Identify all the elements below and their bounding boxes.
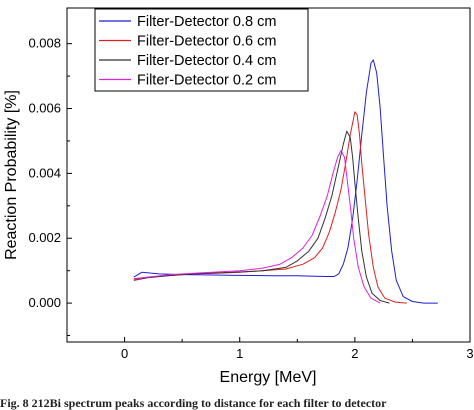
x-axis-title: Energy [MeV]: [220, 369, 317, 386]
legend-label: Filter-Detector 0.6 cm: [137, 34, 276, 50]
series-line-3: [133, 130, 390, 304]
y-tick-label: 0.002: [28, 230, 61, 245]
caption-text: 212Bi spectrum peaks according to distan…: [31, 396, 387, 410]
y-tick-label: 0.004: [28, 165, 61, 180]
x-tick-label: 3: [466, 346, 473, 361]
x-tick-label: 0: [121, 346, 128, 361]
legend-label: Filter-Detector 0.8 cm: [137, 14, 276, 30]
y-axis-ticks: 0.000 0.002 0.004 0.006 0.008: [28, 36, 72, 337]
series-layer: [133, 59, 438, 304]
legend-box: [94, 8, 309, 92]
x-tick-label: 1: [236, 346, 243, 361]
series-line-4: [133, 150, 381, 304]
x-axis-ticks: 0 1 2 3: [66, 337, 474, 361]
reaction-probability-chart: 0 1 2 3 0.000 0.002 0.004 0.006 0.008 Energy [M…: [3, 7, 474, 386]
legend-label: Filter-Detector 0.2 cm: [137, 73, 276, 89]
legend: Filter-Detector 0.8 cm Filter-Detector 0.…: [94, 8, 309, 92]
y-tick-label: 0.008: [28, 36, 61, 51]
legend-label: Filter-Detector 0.4 cm: [137, 53, 276, 69]
series-line-1: [133, 59, 438, 304]
y-tick-label: 0.000: [28, 295, 61, 310]
figure-caption: Fig. 8 212Bi spectrum peaks according to…: [0, 396, 474, 410]
x-tick-label: 2: [351, 346, 358, 361]
y-axis-title: Reaction Probability [%]: [3, 90, 20, 260]
y-tick-label: 0.006: [28, 101, 61, 116]
caption-prefix: Fig. 8: [0, 396, 29, 410]
